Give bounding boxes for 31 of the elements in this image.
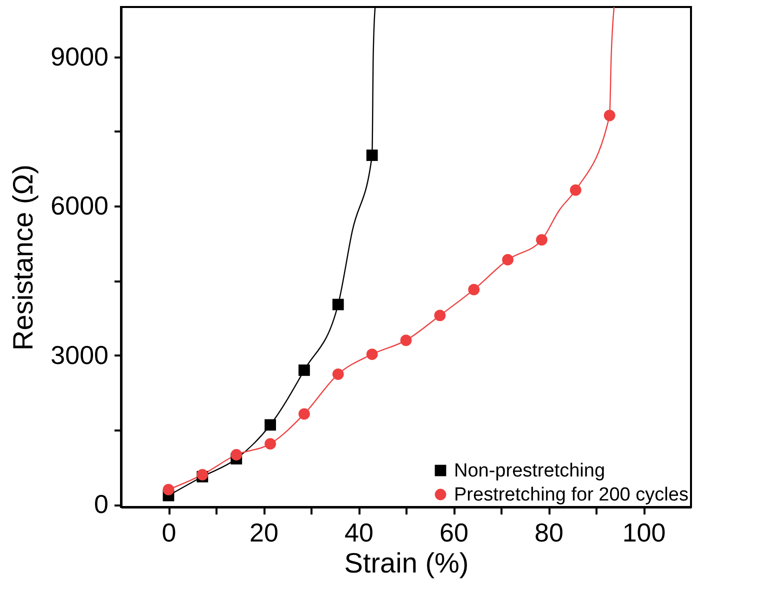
x-axis-title: Strain (%) [344, 548, 469, 578]
point [298, 364, 310, 376]
y-tick-label: 6000 [50, 190, 108, 221]
point [332, 368, 344, 380]
point [502, 254, 514, 266]
x-tick-label: 100 [622, 518, 666, 548]
x-tick-label: 20 [250, 518, 278, 548]
legend-label: Prestretching for 200 cycles [454, 484, 688, 506]
point [332, 298, 344, 310]
point [570, 184, 582, 196]
y-tick-label: 3000 [50, 340, 108, 370]
point [264, 438, 276, 450]
point [468, 284, 480, 296]
point [230, 449, 242, 460]
point [366, 348, 378, 360]
x-tick-label: 60 [440, 518, 468, 548]
y-tick-label: 9000 [50, 41, 108, 72]
y-tick-label: 0 [94, 489, 108, 520]
x-tick-label: 0 [162, 518, 176, 548]
x-tick-label: 80 [534, 518, 564, 548]
point [162, 484, 174, 496]
point [604, 110, 616, 122]
point [536, 234, 548, 246]
point [400, 334, 412, 346]
point [264, 419, 276, 431]
point [366, 150, 378, 161]
x-tick-label: 40 [344, 518, 374, 548]
point [298, 408, 310, 420]
point [434, 310, 446, 322]
legend-label: Non-prestretching [454, 460, 606, 482]
y-axis-title: Resistance (Ω) [8, 164, 39, 350]
